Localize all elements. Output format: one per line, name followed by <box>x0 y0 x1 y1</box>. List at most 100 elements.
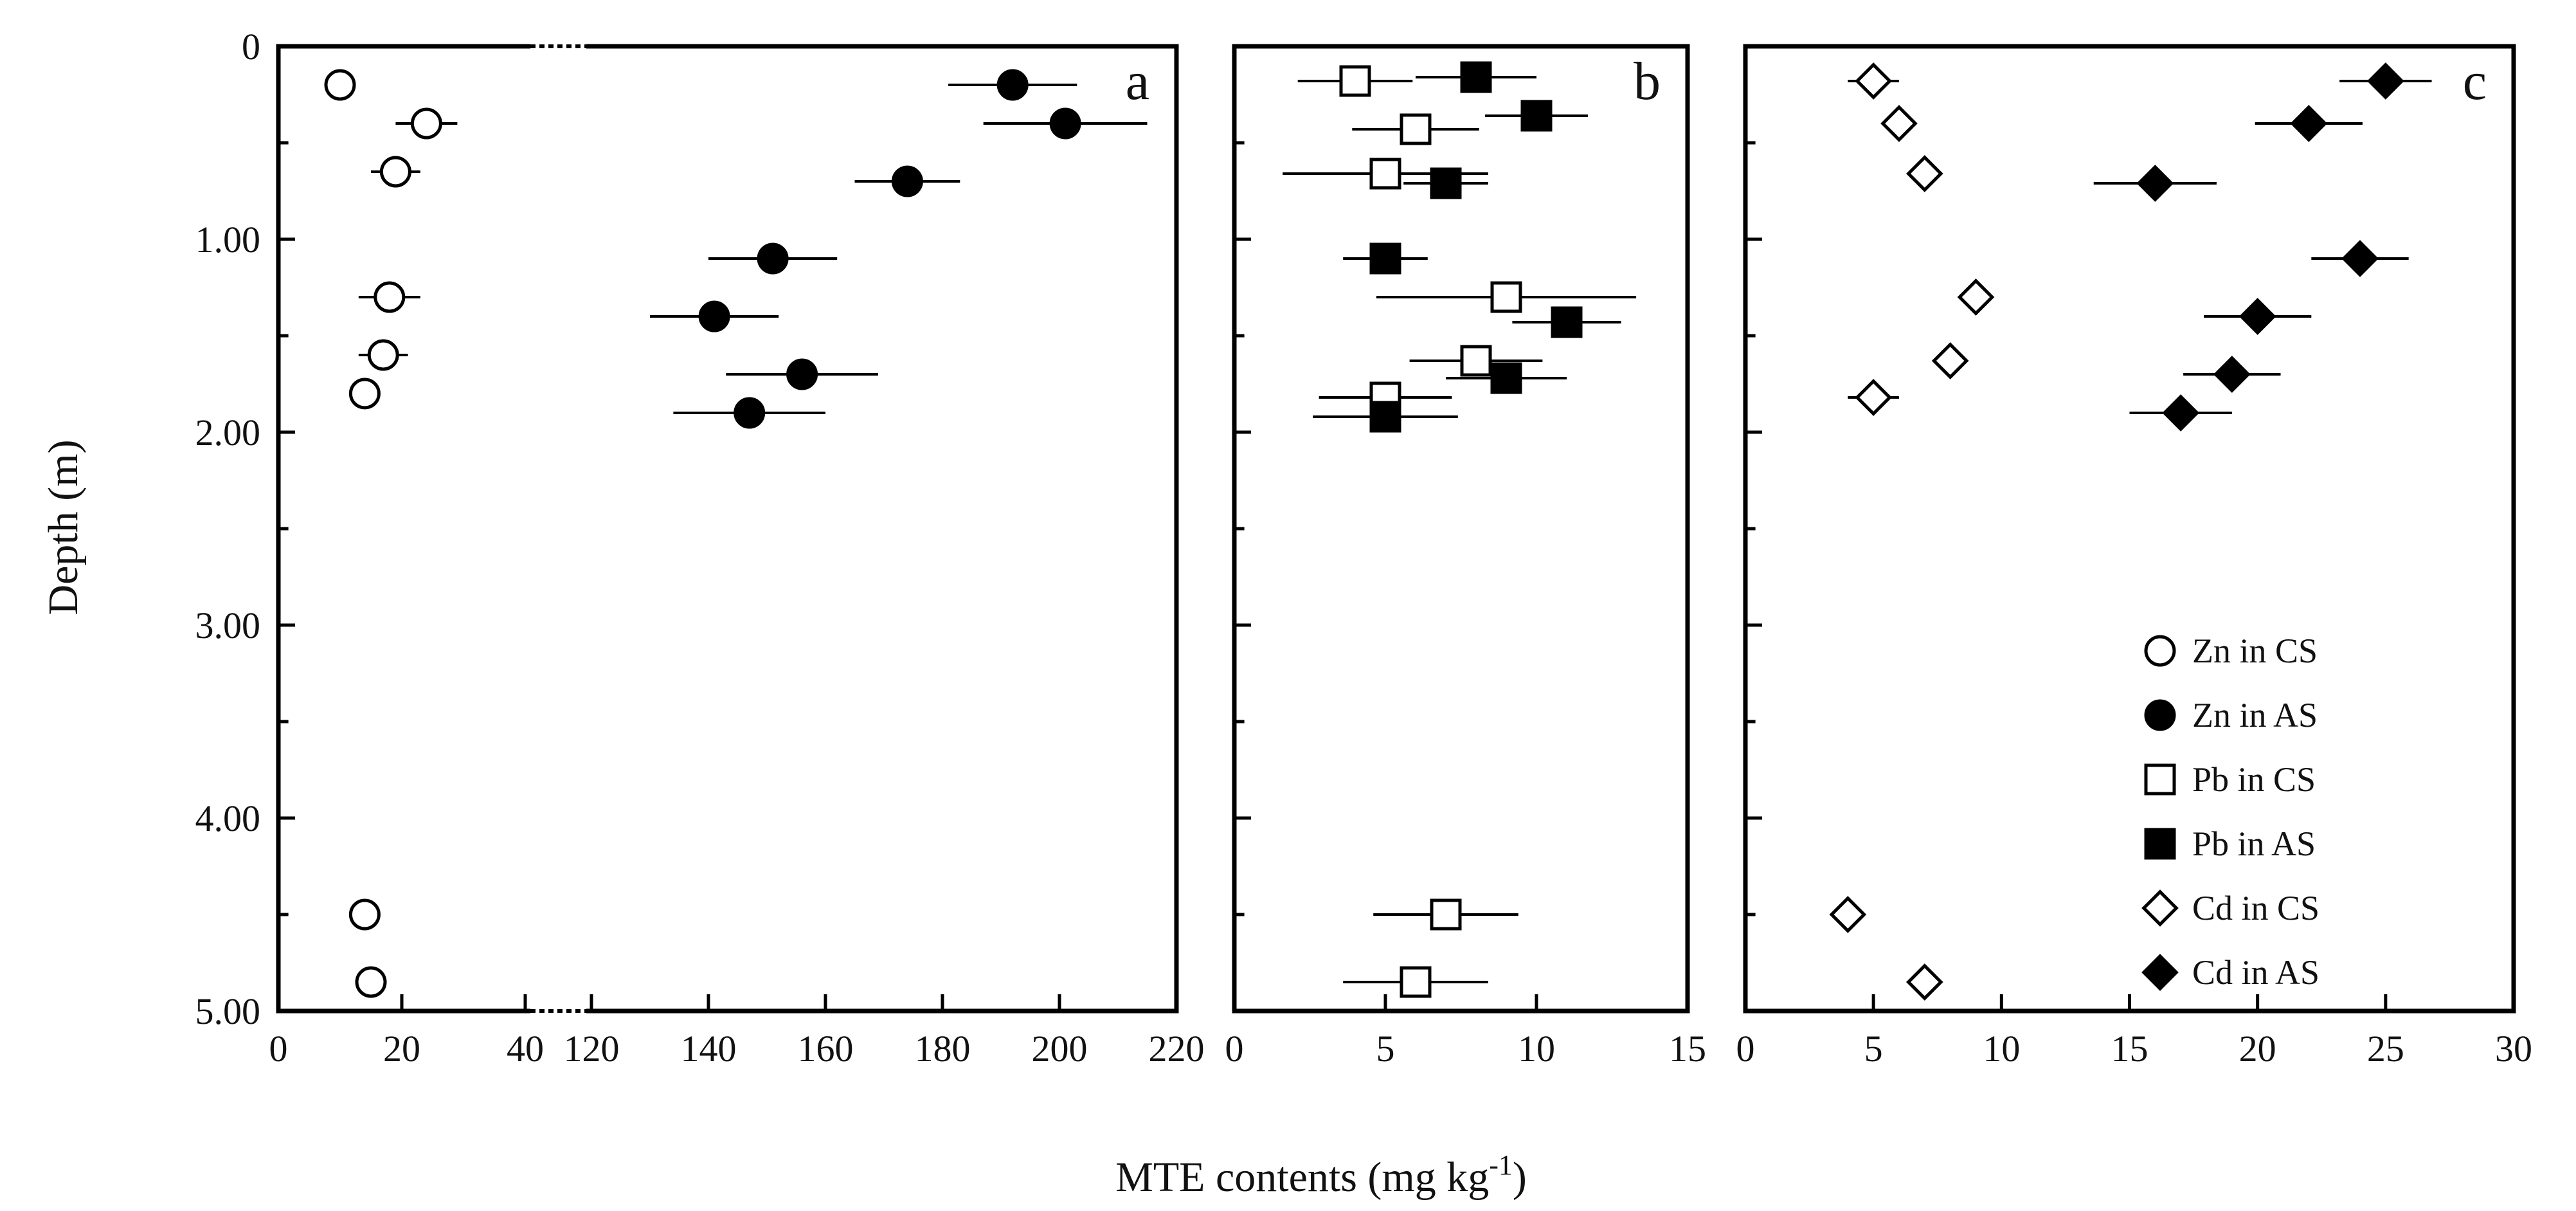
data-point <box>757 242 789 275</box>
x-tick-label: 20 <box>2239 1028 2276 1070</box>
data-point <box>1339 65 1371 97</box>
x-tick-label: 30 <box>2495 1028 2532 1070</box>
x-tick-label: 5 <box>1864 1028 1883 1070</box>
y-tick-label: 3.00 <box>195 605 261 646</box>
data-point <box>1855 62 1893 100</box>
data-point <box>355 966 387 998</box>
data-point <box>1460 61 1492 93</box>
data-point <box>891 165 923 197</box>
legend-marker <box>2144 763 2176 796</box>
data-point <box>379 156 411 188</box>
x-tick-label: 140 <box>681 1028 737 1070</box>
data-point <box>2213 356 2251 393</box>
y-tick-label: 1.00 <box>195 219 261 260</box>
x-tick-label: 40 <box>507 1028 544 1070</box>
data-point <box>1855 379 1893 416</box>
data-point <box>1829 896 1867 933</box>
panel-label: c <box>2463 51 2487 111</box>
x-tick-label: 0 <box>269 1028 288 1070</box>
data-point <box>996 69 1029 101</box>
data-point <box>786 358 818 390</box>
data-point <box>1880 105 1918 142</box>
series-pb-in-cs <box>1283 65 1637 998</box>
x-tick-label: 25 <box>2367 1028 2404 1070</box>
legend-marker <box>2141 954 2179 991</box>
data-point <box>1460 345 1492 377</box>
legend: Zn in CS Zn in AS Pb in CS Pb in AS Cd in CS… <box>2141 632 2319 992</box>
data-point <box>2136 165 2174 202</box>
data-point <box>410 107 442 140</box>
data-point <box>2162 394 2200 432</box>
x-tick-label: 10 <box>1518 1028 1555 1070</box>
legend-marker <box>2144 635 2176 667</box>
x-tick-label: 5 <box>1376 1028 1395 1070</box>
series-zn-in-cs <box>324 69 458 998</box>
data-point <box>2238 298 2276 335</box>
data-point <box>1430 898 1462 931</box>
legend-marker <box>2144 699 2176 731</box>
legend-label: Cd in AS <box>2192 953 2319 992</box>
legend-marker <box>2144 828 2176 860</box>
data-point <box>1490 362 1522 394</box>
x-tick-label: 0 <box>1225 1028 1244 1070</box>
data-point <box>1957 278 1995 316</box>
data-point <box>2341 240 2379 277</box>
x-axis-title-main: MTE contents (mg kg <box>1115 1154 1489 1201</box>
data-point <box>1369 242 1401 275</box>
data-point <box>1520 100 1553 132</box>
legend-marker <box>2141 889 2179 927</box>
panel-label: a <box>1126 51 1149 111</box>
x-tick-label: 220 <box>1149 1028 1205 1070</box>
panel-b: 0 5 10 15 b <box>1225 44 1706 1070</box>
x-tick-label: 15 <box>2111 1028 2148 1070</box>
data-point <box>734 397 766 429</box>
data-point <box>1551 306 1583 338</box>
data-point <box>698 300 730 332</box>
legend-label: Zn in AS <box>2192 696 2318 734</box>
data-point <box>1369 401 1401 433</box>
data-point <box>2366 62 2404 100</box>
x-tick-label: 15 <box>1669 1028 1706 1070</box>
data-point <box>2290 105 2328 142</box>
data-point <box>348 898 381 931</box>
data-point <box>324 69 356 101</box>
x-tick-label: 20 <box>383 1028 420 1070</box>
x-axis-title-superscript: -1 <box>1489 1149 1513 1181</box>
legend-label: Pb in AS <box>2192 824 2316 863</box>
y-tick-label: 4.00 <box>195 797 261 839</box>
data-point <box>1931 342 1969 379</box>
series-cd-in-cs <box>1829 62 1995 1001</box>
x-tick-label: 180 <box>915 1028 971 1070</box>
legend-label: Zn in CS <box>2192 632 2318 670</box>
data-point <box>1905 963 1943 1001</box>
series-cd-in-as <box>2093 62 2432 432</box>
data-point <box>374 281 406 313</box>
panel-label: b <box>1634 51 1661 111</box>
data-point <box>1400 966 1432 998</box>
series-pb-in-as <box>1313 61 1621 433</box>
plot-frame <box>1743 44 2516 1014</box>
x-tick-label: 160 <box>798 1028 854 1070</box>
legend-label: Pb in CS <box>2192 760 2316 799</box>
panel-a: 0 20 40 120 140 160 180 200 220 0 1.00 2.00 3.00 4.00… <box>195 26 1205 1070</box>
data-point <box>1905 155 1943 192</box>
x-tick-label: 120 <box>564 1028 620 1070</box>
y-tick-label: 2.00 <box>195 412 261 453</box>
x-tick-label: 200 <box>1032 1028 1088 1070</box>
data-point <box>1400 113 1432 145</box>
y-tick-label: 0 <box>242 26 260 68</box>
data-point <box>1369 158 1401 190</box>
legend-label: Cd in CS <box>2192 889 2319 927</box>
data-point <box>367 339 399 371</box>
panel-c: 0 5 10 15 20 25 30 c <box>1736 44 2532 1070</box>
x-axis-title-end: ) <box>1513 1154 1527 1201</box>
data-point <box>1430 167 1462 199</box>
data-point <box>1049 107 1081 140</box>
y-tick-label: 5.00 <box>195 990 261 1032</box>
x-tick-label: 0 <box>1736 1028 1755 1070</box>
x-axis-title: MTE contents (mg kg-1) <box>1115 1149 1527 1201</box>
x-tick-label: 10 <box>1983 1028 2020 1070</box>
data-point <box>348 378 381 410</box>
plot-frame <box>276 44 1179 1014</box>
